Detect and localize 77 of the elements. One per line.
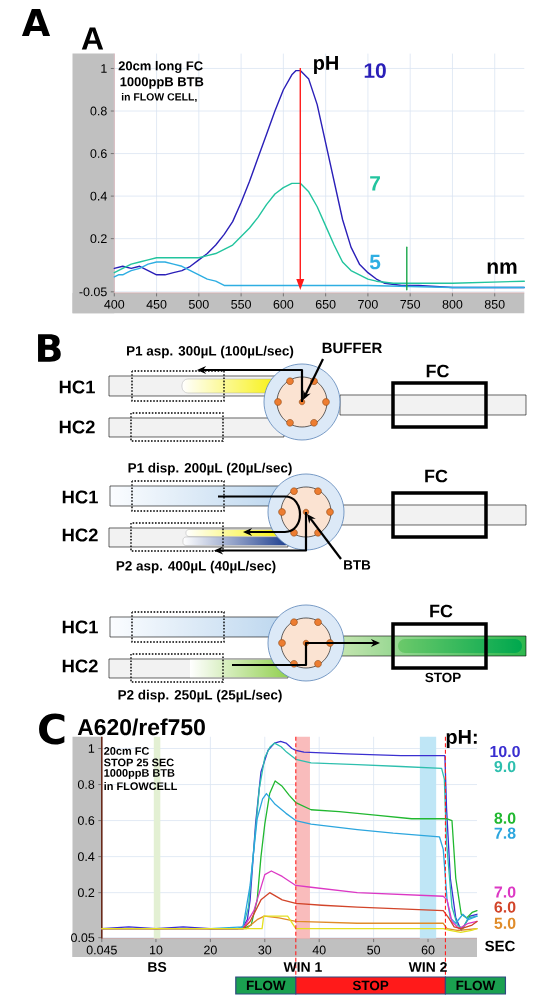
text: BTB [344,560,371,570]
x-tick-label: 10 [149,945,163,955]
text: 7 [370,176,380,191]
series-label: 7.0 [494,886,516,898]
text: 10.0 [490,745,520,758]
y-tick-label: 0.8 [90,106,107,116]
x-axis-title: SEC [485,940,515,952]
x-tick-label: 40 [312,945,326,955]
x-tick-label: 0.045 [86,945,117,955]
x-tick-label: 750 [400,299,421,309]
text: 8.0 [494,812,516,824]
y-tick-label: 1 [88,744,95,753]
series-label: 5.0 [494,917,516,929]
annotation: in FLOW CELL, [121,92,197,103]
text: HC1 [62,490,98,504]
band-label: WIN 2 [408,962,447,972]
series-label: 6.0 [494,901,516,913]
y-tick-label: 1 [101,64,107,73]
annotation: in FLOWCELL [104,781,178,791]
category-label: STOP [352,980,389,991]
text: HC2 [62,659,98,673]
band-label: BS [148,962,167,972]
x-tick-label: 60 [421,945,435,955]
text: 10 [364,63,386,79]
annotation: 20cm FC [104,747,150,755]
x-axis-title: nm [487,262,517,274]
annotation: 20cm long FC [118,60,203,74]
y-tick-label: 0.6 [90,149,107,158]
text: BUFFER [322,342,382,354]
text: 7.8 [494,827,516,839]
annotation: 1000ppB BTB [104,769,175,779]
x-tick-label: 850 [484,299,505,309]
x-tick-label: 600 [273,299,294,309]
text: FC [426,364,449,378]
text: HC1 [59,380,95,394]
x-tick-label: 50 [367,945,381,955]
y-axis-title: A [81,27,104,50]
x-tick-label: 800 [442,299,463,309]
x-tick-label: 550 [231,299,251,309]
text: P2 disp. 250µL (25µL/sec) [118,689,282,703]
text: FC [425,469,448,483]
text: FC [430,604,453,618]
category-label: FLOW [246,980,286,991]
annotation: STOP 25 SEC [104,758,174,767]
y-tick-label: 0.4 [77,852,95,862]
x-tick-label: 700 [358,299,378,309]
y-tick-label: 0.8 [77,780,95,789]
y-tick-label: 0.2 [77,888,95,898]
band-label: WIN 1 [283,962,322,972]
series-label: 5 [369,254,381,270]
category-label: FLOW [456,980,496,991]
text: B [38,334,61,362]
y-tick-label: -0.05 [79,287,107,297]
y-axis-title: A620/ref750 [77,718,205,736]
x-tick-label: 20 [204,945,217,955]
text: HC2 [59,420,95,434]
chart-title: A [21,9,51,36]
x-tick-label: 400 [104,299,125,309]
x-tick-label: 500 [188,299,209,309]
y-tick-label: 0.6 [77,816,95,825]
annotation: pH [314,56,338,74]
text: P1 disp. 200µL (20µL/sec) [128,462,292,476]
y-tick-label: 0.05 [71,933,95,943]
text: HC1 [62,620,98,634]
annotation: pH: [446,730,477,748]
text: 9.0 [494,760,516,773]
x-tick-label: 650 [315,299,336,309]
x-tick-label: 30 [258,945,272,955]
text: STOP [425,672,461,683]
chart-title: C [39,713,65,745]
text: P1 asp. 300µL (100µL/sec) [127,345,294,359]
annotation: 1000ppB BTB [120,77,204,89]
y-tick-label: 0.2 [90,234,107,244]
text: P2 asp. 400µL (40µL/sec) [116,560,276,574]
text: HC2 [62,528,98,542]
y-tick-label: 0.4 [90,191,107,201]
x-tick-label: 450 [146,299,167,309]
